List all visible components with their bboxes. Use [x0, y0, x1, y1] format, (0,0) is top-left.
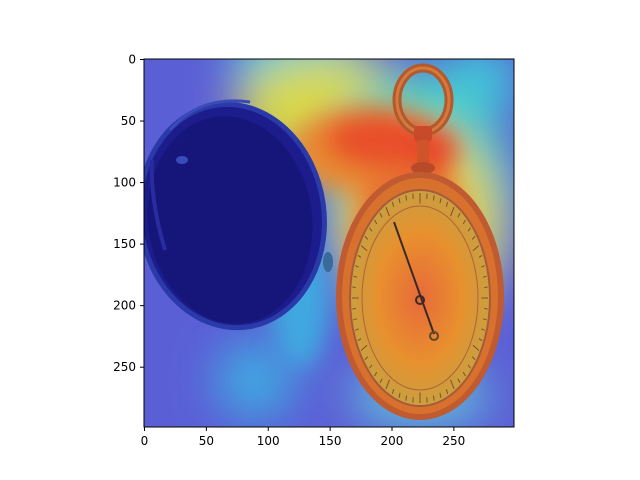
dial-tick	[355, 265, 359, 268]
dial-tick	[462, 371, 466, 377]
x-tick-label: 200	[381, 434, 404, 448]
y-axis: 0 50 100 150 200 250	[113, 53, 144, 374]
dial-tick	[357, 254, 362, 258]
dial-tick	[450, 379, 455, 390]
dial-tick	[364, 356, 369, 361]
dial-tick	[484, 307, 488, 310]
dial-tick	[369, 227, 373, 232]
y-tick-label: 250	[113, 360, 136, 374]
dial-tick	[472, 245, 480, 252]
dial-tick	[379, 378, 383, 384]
dial-tick	[385, 379, 390, 390]
dial-tick	[369, 364, 373, 369]
dial-tick	[391, 388, 395, 395]
dial-tick	[355, 328, 359, 331]
dial-tick	[391, 201, 395, 208]
y-tick-label: 0	[128, 53, 136, 67]
x-tick-label: 100	[257, 434, 280, 448]
x-tick-label: 150	[319, 434, 342, 448]
dial-tick	[385, 206, 390, 217]
dial-tick	[405, 195, 408, 201]
dial-tick	[450, 206, 455, 217]
dial-tick	[360, 344, 368, 351]
dial-tick	[353, 318, 357, 321]
x-tick-label: 50	[199, 434, 214, 448]
y-tick-label: 50	[121, 114, 136, 128]
dial-tick	[374, 219, 378, 225]
dial-tick	[398, 198, 401, 204]
dial-tick	[357, 338, 362, 342]
dial-tick	[467, 227, 471, 232]
dial-tick	[379, 212, 383, 218]
y-tick-label: 150	[113, 237, 136, 251]
dial-tick	[472, 344, 480, 351]
pocket-watch	[336, 63, 504, 420]
dial-tick	[471, 235, 476, 240]
dial-tick	[353, 275, 357, 278]
dial-tick	[467, 364, 471, 369]
dial-tick	[462, 219, 466, 225]
dial-tick	[364, 235, 369, 240]
dial-tick	[483, 318, 487, 321]
dial-tick	[445, 388, 449, 395]
dial-tick	[478, 254, 483, 258]
dial-tick	[481, 328, 485, 331]
x-axis: 0 50 100 150 200 250	[141, 427, 465, 448]
dial-tick	[405, 395, 408, 401]
x-tick-label: 0	[141, 434, 149, 448]
y-tick-label: 100	[113, 176, 136, 190]
dial-tick	[439, 392, 442, 398]
dial-tick	[374, 371, 378, 377]
dial-tick	[457, 378, 461, 384]
plot-frame	[143, 58, 515, 428]
dial-tick	[445, 201, 449, 208]
dial-tick	[481, 265, 485, 268]
y-tick-label: 200	[113, 299, 136, 313]
dial-tick	[352, 286, 356, 289]
dial-tick	[483, 275, 487, 278]
x-tick-label: 250	[442, 434, 465, 448]
dial-tick	[432, 195, 435, 201]
dial-tick	[398, 392, 401, 398]
watch-cover	[144, 99, 333, 331]
dial-tick	[478, 338, 483, 342]
dial-tick	[360, 245, 368, 252]
dial-tick	[484, 286, 488, 289]
dial-tick	[471, 356, 476, 361]
dial-tick	[457, 212, 461, 218]
dial-tick	[439, 198, 442, 204]
heatmap-image	[144, 59, 514, 427]
dial-tick	[432, 395, 435, 401]
dial-tick	[352, 307, 356, 310]
